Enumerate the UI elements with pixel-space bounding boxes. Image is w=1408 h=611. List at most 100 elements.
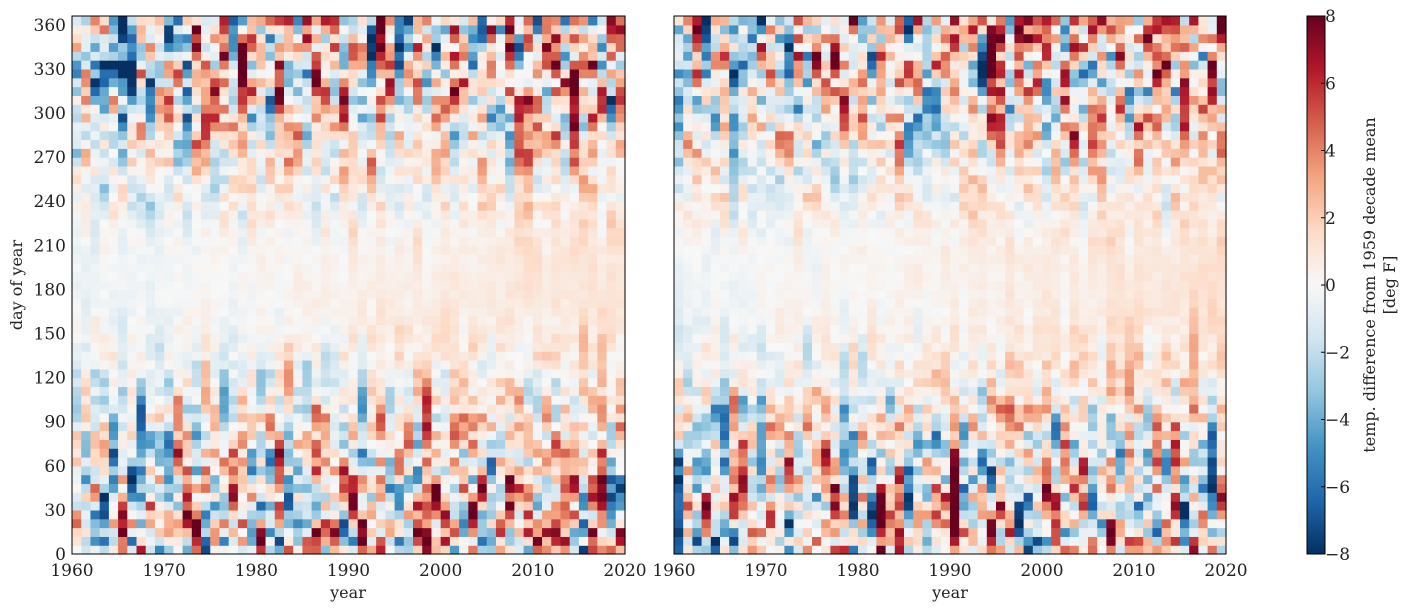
heatmap-cell <box>81 16 92 26</box>
heatmap-cell <box>486 218 497 229</box>
heatmap-cell <box>247 501 257 511</box>
heatmap-cell <box>330 262 340 273</box>
heatmap-cell <box>348 174 359 185</box>
heatmap-cell <box>848 518 859 529</box>
heatmap-cell <box>191 377 202 388</box>
heatmap-cell <box>376 421 386 432</box>
heatmap-cell <box>274 421 285 432</box>
heatmap-cell <box>283 368 294 379</box>
heatmap-cell <box>505 254 515 264</box>
heatmap-cell <box>366 439 377 449</box>
heatmap-cell <box>247 404 257 414</box>
heatmap-cell <box>173 456 184 467</box>
heatmap-cell <box>459 130 469 141</box>
heatmap-cell <box>191 359 202 370</box>
heatmap-cell <box>283 157 294 167</box>
heatmap-cell <box>747 456 758 467</box>
heatmap-cell <box>514 404 525 414</box>
heatmap-cell <box>99 359 110 370</box>
heatmap-cell <box>738 395 749 405</box>
heatmap-cell <box>569 174 580 185</box>
heatmap-cell <box>108 395 119 405</box>
heatmap-cell <box>431 536 442 546</box>
heatmap-cell <box>551 289 562 299</box>
heatmap-cell <box>683 474 693 485</box>
heatmap-cell <box>784 430 795 440</box>
heatmap-cell <box>385 280 396 291</box>
heatmap-cell <box>821 421 831 432</box>
heatmap-cell <box>302 377 313 388</box>
heatmap-cell <box>145 509 156 520</box>
heatmap-cell <box>422 342 433 352</box>
heatmap-cell <box>683 24 693 35</box>
heatmap-cell <box>692 483 703 493</box>
heatmap-cell <box>459 474 469 485</box>
heatmap-cell <box>108 298 119 308</box>
heatmap-cell <box>274 404 285 414</box>
heatmap-cell <box>90 280 101 291</box>
heatmap-cell <box>821 280 831 291</box>
heatmap-cell <box>701 51 712 61</box>
heatmap-cell <box>385 148 396 158</box>
heatmap-cell <box>674 33 684 44</box>
heatmap-cell <box>164 333 174 343</box>
heatmap-cell <box>256 298 267 308</box>
heatmap-cell <box>265 368 276 379</box>
heatmap-cell <box>551 439 562 449</box>
heatmap-cell <box>210 501 221 511</box>
heatmap-cell <box>710 395 721 405</box>
heatmap-cell <box>802 245 813 255</box>
heatmap-cell <box>802 377 813 388</box>
heatmap-cell <box>394 157 405 167</box>
heatmap-cell <box>145 439 156 449</box>
heatmap-cell <box>302 351 313 361</box>
heatmap-cell <box>136 148 147 158</box>
heatmap-cell <box>560 545 571 555</box>
heatmap-cell <box>551 130 562 141</box>
heatmap-cell <box>357 412 368 423</box>
heatmap-cell <box>839 280 850 291</box>
heatmap-cell <box>348 501 359 511</box>
heatmap-cell <box>320 42 331 52</box>
heatmap-cell <box>606 492 617 502</box>
heatmap-cell <box>108 192 119 202</box>
heatmap-cell <box>283 192 294 202</box>
heatmap-cell <box>542 439 552 449</box>
heatmap-cell <box>320 262 331 273</box>
heatmap-cell <box>164 113 174 123</box>
heatmap-cell <box>615 359 626 370</box>
heatmap-cell <box>486 377 497 388</box>
heatmap-cell <box>683 60 693 70</box>
heatmap-cell <box>848 192 859 202</box>
heatmap-cell <box>348 165 359 176</box>
heatmap-cell <box>191 210 202 220</box>
heatmap-cell <box>320 16 331 26</box>
heatmap-cell <box>256 483 267 493</box>
heatmap-cell <box>775 165 785 176</box>
heatmap-cell <box>802 412 813 423</box>
heatmap-cell <box>210 77 221 88</box>
heatmap-cell <box>606 24 617 35</box>
heatmap-cell <box>182 342 193 352</box>
heatmap-cell <box>692 448 703 458</box>
heatmap-cell <box>228 148 239 158</box>
heatmap-cell <box>459 245 469 255</box>
heatmap-cell <box>366 157 377 167</box>
heatmap-cell <box>164 183 174 193</box>
heatmap-cell <box>766 483 776 493</box>
heatmap-cell <box>692 412 703 423</box>
heatmap-cell <box>756 192 767 202</box>
heatmap-cell <box>793 430 804 440</box>
heatmap-cell <box>729 421 739 432</box>
heatmap-cell <box>283 201 294 211</box>
heatmap-cell <box>542 289 552 299</box>
heatmap-cell <box>394 236 405 246</box>
heatmap-cell <box>339 421 350 432</box>
heatmap-cell <box>256 289 267 299</box>
heatmap-cell <box>366 16 377 26</box>
heatmap-cell <box>793 130 804 141</box>
heatmap-cell <box>293 483 304 493</box>
heatmap-cell <box>551 262 562 273</box>
heatmap-cell <box>729 174 739 185</box>
heatmap-cell <box>90 501 101 511</box>
